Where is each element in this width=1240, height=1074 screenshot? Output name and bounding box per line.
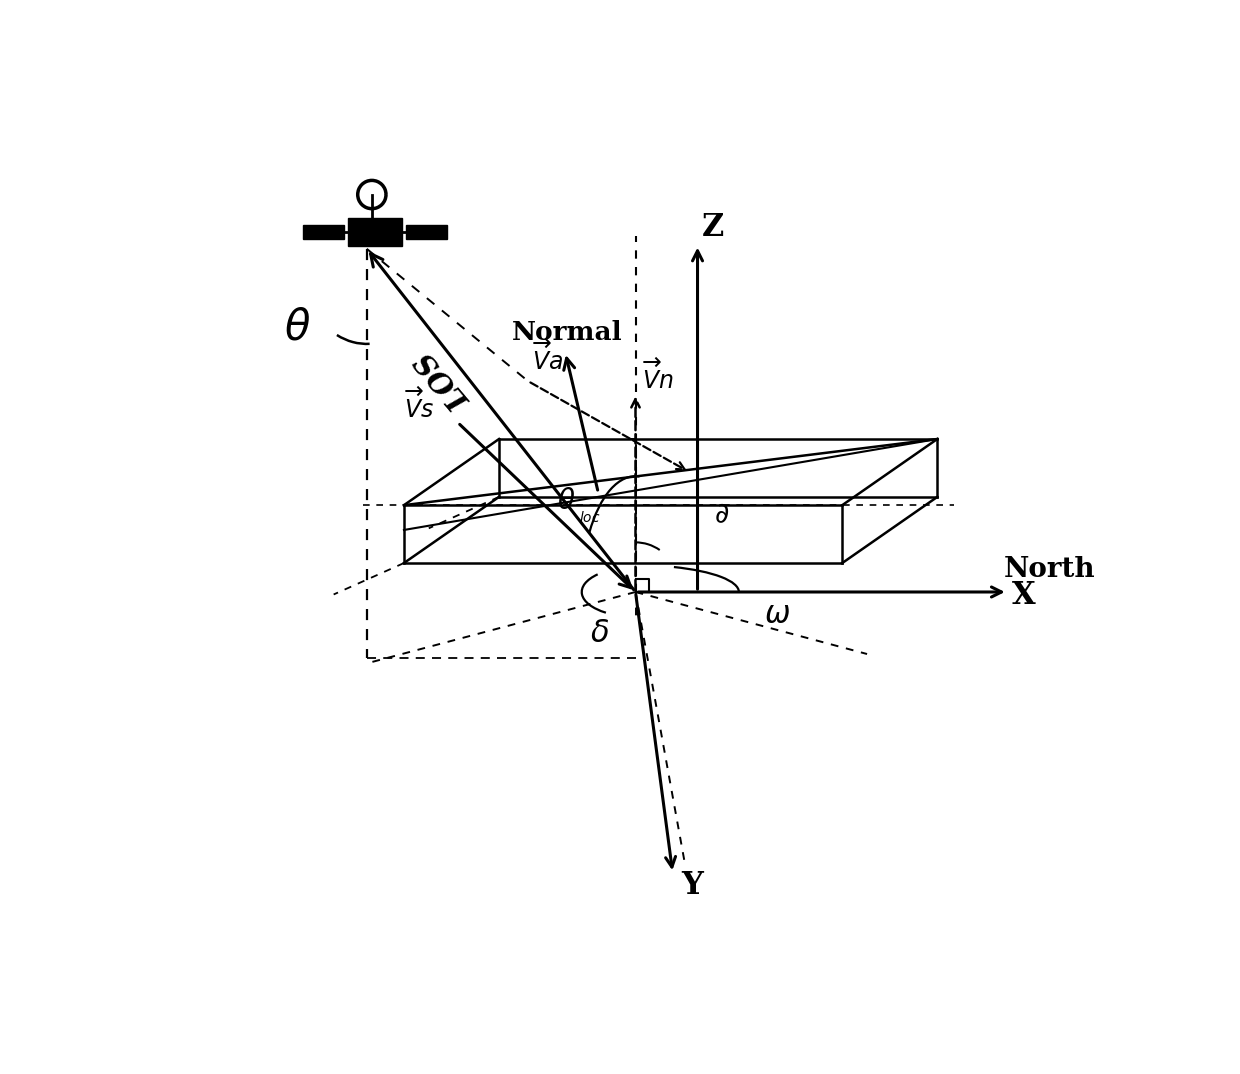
Text: $_{loc}$: $_{loc}$ xyxy=(579,507,601,525)
Text: $\theta$: $\theta$ xyxy=(284,307,311,349)
Text: Normal: Normal xyxy=(511,320,622,345)
Text: Y: Y xyxy=(681,870,703,901)
Text: $\delta$: $\delta$ xyxy=(590,618,609,649)
Bar xyxy=(303,226,343,240)
Text: $\theta$: $\theta$ xyxy=(557,489,575,516)
Text: Z: Z xyxy=(702,213,724,244)
Text: LOS: LOS xyxy=(412,345,476,415)
Text: North: North xyxy=(1003,556,1095,583)
Text: X: X xyxy=(1012,580,1035,611)
Text: $\overrightarrow{V}a$: $\overrightarrow{V}a$ xyxy=(532,340,563,375)
Text: $\overrightarrow{V}n$: $\overrightarrow{V}n$ xyxy=(642,359,673,394)
Text: $\partial$: $\partial$ xyxy=(714,500,729,527)
Bar xyxy=(348,218,402,246)
Text: $\overrightarrow{V}s$: $\overrightarrow{V}s$ xyxy=(404,388,434,423)
Bar xyxy=(407,226,448,240)
Text: $\omega$: $\omega$ xyxy=(764,599,790,630)
